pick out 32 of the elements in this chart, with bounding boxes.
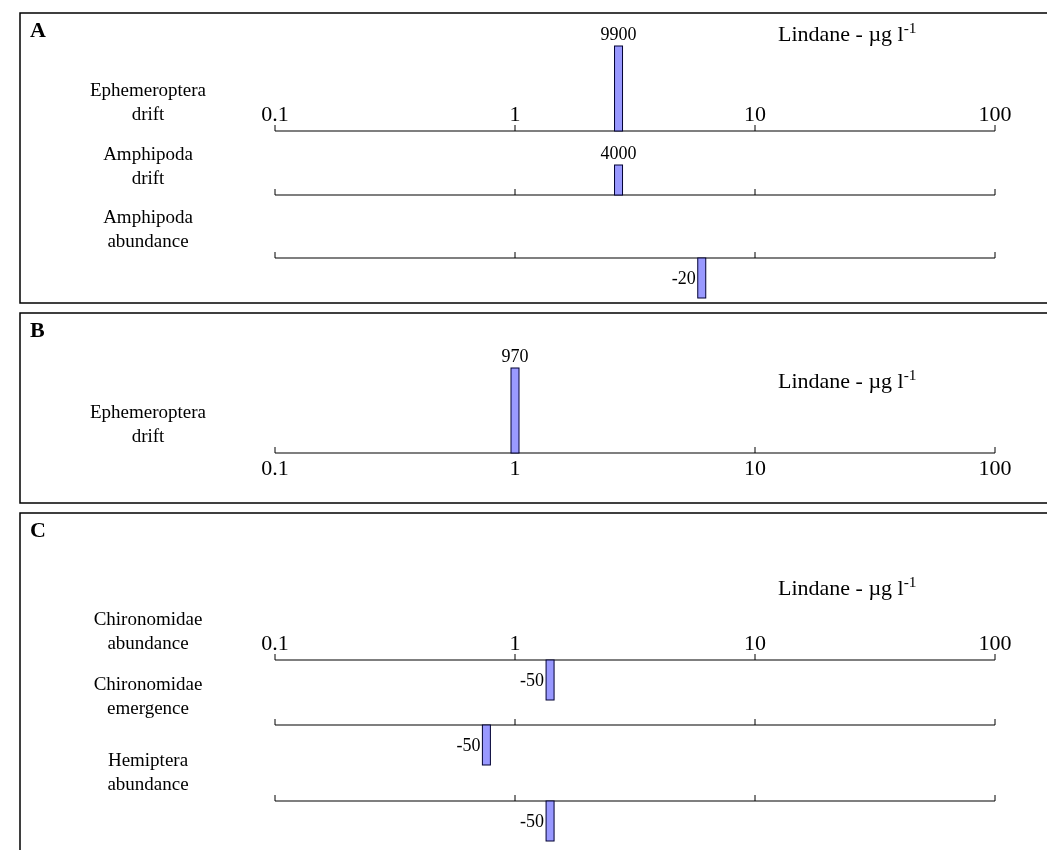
x-tick-label: 10	[744, 101, 766, 126]
x-tick-label: 10	[744, 630, 766, 655]
x-tick-label: 1	[509, 630, 521, 655]
y-axis-title: Amphipoda drift	[103, 143, 194, 188]
x-tick-label: 1	[509, 101, 521, 126]
y-axis-title: Chironomidae emergence	[93, 673, 203, 718]
y-axis-title: Ephemeroptera drift	[89, 401, 207, 446]
x-tick-label: 100	[978, 455, 1012, 480]
x-axis-title: Lindane - µg l$^{-1}$	[778, 365, 917, 393]
data-label: -20	[671, 268, 696, 289]
x-tick-label: 100	[978, 101, 1012, 126]
x-tick-label: 0.1	[261, 101, 289, 126]
y-axis-title: Amphipoda abundance	[103, 206, 194, 251]
data-label: -50	[520, 670, 545, 691]
data-label: -50	[456, 735, 481, 756]
x-tick-label: 1	[509, 455, 521, 480]
data-label: -50	[520, 811, 545, 832]
x-tick-label: 100	[978, 630, 1012, 655]
text: C	[30, 517, 46, 542]
y-axis-title: Ephemeroptera drift	[89, 79, 207, 124]
x-tick-label: 0.1	[261, 455, 289, 480]
y-axis-title: Chironomidae abundance	[93, 608, 203, 653]
text: A	[30, 17, 46, 42]
text: B	[30, 317, 45, 342]
x-axis-title: Lindane - µg l$^{-1}$	[778, 572, 917, 600]
x-axis-title: Lindane - µg l$^{-1}$	[778, 18, 917, 46]
y-axis-title: Hemiptera abundance	[107, 749, 189, 794]
data-label: 9900	[600, 24, 637, 44]
data-label: 970	[501, 346, 529, 366]
data-label: 4000	[600, 143, 637, 163]
x-tick-label: 10	[744, 455, 766, 480]
x-tick-label: 0.1	[261, 630, 289, 655]
